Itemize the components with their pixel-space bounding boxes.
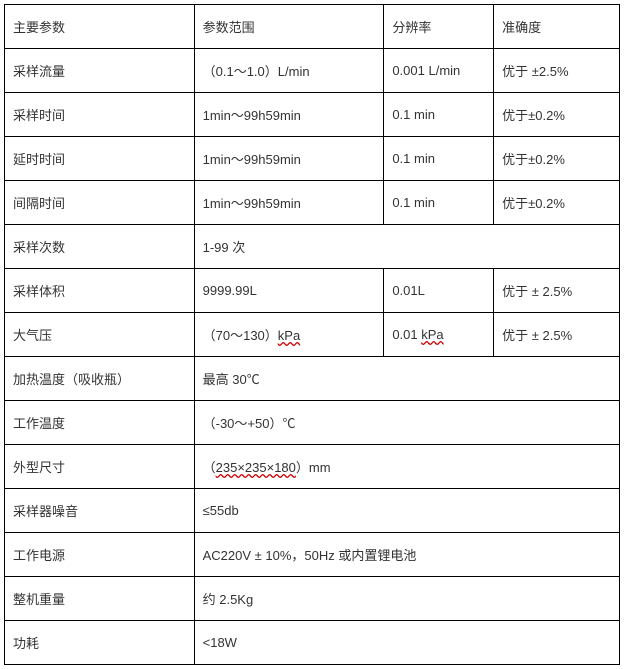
cell-range-merged: （235×235×180）mm xyxy=(194,445,619,489)
cell-range-merged: 约 2.5Kg xyxy=(194,577,619,621)
cell-param: 外型尺寸 xyxy=(5,445,195,489)
header-range: 参数范围 xyxy=(194,5,384,49)
header-accuracy: 准确度 xyxy=(494,5,620,49)
cell-range-merged: ≤55db xyxy=(194,489,619,533)
table-row: 加热温度（吸收瓶）最高 30℃ xyxy=(5,357,620,401)
table-row: 外型尺寸（235×235×180）mm xyxy=(5,445,620,489)
cell-param: 工作电源 xyxy=(5,533,195,577)
header-resolution: 分辨率 xyxy=(384,5,494,49)
cell-accuracy: 优于±0.2% xyxy=(494,181,620,225)
table-row: 大气压（70～130）kPa0.01 kPa优于 ± 2.5% xyxy=(5,313,620,357)
table-row: 采样次数1-99 次 xyxy=(5,225,620,269)
cell-param: 采样体积 xyxy=(5,269,195,313)
table-row: 工作温度（-30～+50）℃ xyxy=(5,401,620,445)
cell-param: 采样时间 xyxy=(5,93,195,137)
cell-resolution: 0.1 min xyxy=(384,93,494,137)
table-row: 采样体积9999.99L0.01L优于 ± 2.5% xyxy=(5,269,620,313)
cell-param: 间隔时间 xyxy=(5,181,195,225)
cell-resolution: 0.1 min xyxy=(384,181,494,225)
table-row: 采样流量（0.1～1.0）L/min0.001 L/min优于 ±2.5% xyxy=(5,49,620,93)
table-body: 采样流量（0.1～1.0）L/min0.001 L/min优于 ±2.5%采样时… xyxy=(5,49,620,665)
table-row: 采样器噪音≤55db xyxy=(5,489,620,533)
cell-resolution: 0.01 kPa xyxy=(384,313,494,357)
cell-param: 采样流量 xyxy=(5,49,195,93)
cell-param: 整机重量 xyxy=(5,577,195,621)
cell-range: （0.1～1.0）L/min xyxy=(194,49,384,93)
cell-range: 1min～99h59min xyxy=(194,181,384,225)
cell-range-merged: （-30～+50）℃ xyxy=(194,401,619,445)
cell-resolution: 0.001 L/min xyxy=(384,49,494,93)
table-row: 工作电源AC220V ± 10%，50Hz 或内置锂电池 xyxy=(5,533,620,577)
cell-accuracy: 优于±0.2% xyxy=(494,93,620,137)
cell-range: （70～130）kPa xyxy=(194,313,384,357)
table-row: 采样时间1min～99h59min0.1 min优于±0.2% xyxy=(5,93,620,137)
table-row: 整机重量约 2.5Kg xyxy=(5,577,620,621)
cell-param: 工作温度 xyxy=(5,401,195,445)
table-row: 间隔时间1min～99h59min0.1 min优于±0.2% xyxy=(5,181,620,225)
spec-table: 主要参数 参数范围 分辨率 准确度 采样流量（0.1～1.0）L/min0.00… xyxy=(4,4,620,665)
cell-resolution: 0.1 min xyxy=(384,137,494,181)
cell-accuracy: 优于 ± 2.5% xyxy=(494,313,620,357)
cell-range: 1min～99h59min xyxy=(194,93,384,137)
cell-param: 采样器噪音 xyxy=(5,489,195,533)
table-header-row: 主要参数 参数范围 分辨率 准确度 xyxy=(5,5,620,49)
cell-range-merged: AC220V ± 10%，50Hz 或内置锂电池 xyxy=(194,533,619,577)
cell-range: 9999.99L xyxy=(194,269,384,313)
cell-param: 大气压 xyxy=(5,313,195,357)
cell-param: 采样次数 xyxy=(5,225,195,269)
cell-resolution: 0.01L xyxy=(384,269,494,313)
header-param: 主要参数 xyxy=(5,5,195,49)
cell-param: 延时时间 xyxy=(5,137,195,181)
cell-accuracy: 优于 ±2.5% xyxy=(494,49,620,93)
table-row: 延时时间1min～99h59min0.1 min优于±0.2% xyxy=(5,137,620,181)
cell-accuracy: 优于±0.2% xyxy=(494,137,620,181)
cell-param: 加热温度（吸收瓶） xyxy=(5,357,195,401)
cell-range-merged: 1-99 次 xyxy=(194,225,619,269)
cell-range-merged: 最高 30℃ xyxy=(194,357,619,401)
cell-accuracy: 优于 ± 2.5% xyxy=(494,269,620,313)
cell-range: 1min～99h59min xyxy=(194,137,384,181)
